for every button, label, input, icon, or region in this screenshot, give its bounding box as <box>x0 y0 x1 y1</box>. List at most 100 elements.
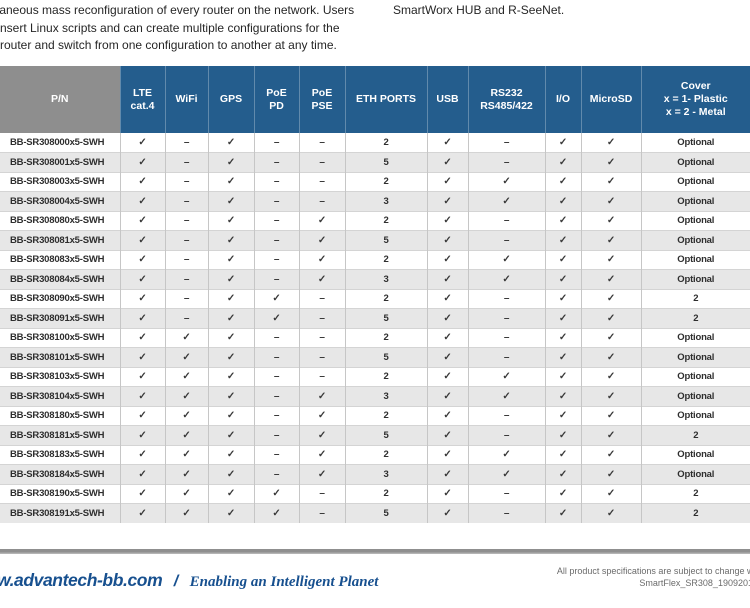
spec-cell-gps: ✓ <box>207 288 254 309</box>
part-number-cell: BB-SR308003x5-SWH <box>0 171 120 192</box>
spec-cell-cover: Optional <box>640 191 750 211</box>
footer-note-line1: All product specifications are subject t… <box>556 566 750 576</box>
spec-cell-cover: Optional <box>640 269 750 289</box>
table-row: BB-SR308184x5-SWH ✓ ✓ ✓ – ✓ 3 ✓ ✓ ✓ ✓ Optional <box>0 464 750 484</box>
spec-cell-gps: ✓ <box>207 249 254 270</box>
spec-cell-microsd: ✓ <box>580 347 641 367</box>
header-cell-poe-pse: PoE PSE <box>298 66 345 133</box>
spec-cell-rs232: – <box>467 327 545 348</box>
spec-table-header: P/N LTE cat.4 WiFi GPS PoE PD PoE PSE ETH PORTS US… <box>0 66 750 133</box>
spec-cell-microsd: ✓ <box>580 444 641 465</box>
spec-cell-microsd: ✓ <box>580 133 641 153</box>
spec-cell-poe-pd: – <box>253 249 299 270</box>
spec-cell-cover: 2 <box>640 483 750 504</box>
spec-cell-lte: ✓ <box>119 405 165 426</box>
spec-cell-poe-pse: – <box>298 503 345 523</box>
spec-cell-lte: ✓ <box>119 249 165 270</box>
spec-cell-wifi: ✓ <box>164 483 208 504</box>
spec-cell-eth: 2 <box>344 288 427 309</box>
spec-cell-rs232: ✓ <box>467 191 545 211</box>
table-row: BB-SR308103x5-SWH ✓ ✓ ✓ – –2 ✓ ✓ ✓ ✓ Optional <box>0 366 750 387</box>
spec-cell-gps: ✓ <box>207 269 254 289</box>
table-row: BB-SR308081x5-SWH ✓ – ✓ – ✓ 5 ✓ – ✓ ✓ Optional <box>0 230 750 250</box>
spec-cell-io: ✓ <box>544 249 581 270</box>
spec-cell-usb: ✓ <box>426 425 468 445</box>
spec-cell-usb: ✓ <box>426 464 468 484</box>
header-cell-eth: ETH PORTS <box>344 66 427 133</box>
spec-cell-poe-pse: ✓ <box>298 210 345 231</box>
spec-cell-poe-pse: ✓ <box>298 425 345 445</box>
spec-cell-poe-pd: ✓ <box>253 483 299 504</box>
header-cell-rs232: RS232 RS485/422 <box>467 66 545 133</box>
website-link[interactable]: w.advantech-bb.com <box>0 570 163 590</box>
spec-cell-eth: 2 <box>344 444 427 465</box>
spec-cell-wifi: ✓ <box>164 366 208 387</box>
intro-line: router and switch from one configuration… <box>0 38 337 52</box>
spec-cell-rs232: ✓ <box>467 464 545 484</box>
spec-cell-poe-pd: – <box>253 171 299 192</box>
table-row: BB-SR308083x5-SWH ✓ – ✓ – ✓ 2 ✓ ✓ ✓ ✓ Optional <box>0 249 750 270</box>
footer-brand: w.advantech-bb.com / Enabling an Intelli… <box>0 570 378 591</box>
part-number-cell: BB-SR308083x5-SWH <box>0 249 120 270</box>
spec-cell-lte: ✓ <box>119 444 165 465</box>
header-cell-io: I/O <box>544 66 581 133</box>
footer-slash: / <box>173 573 179 590</box>
header-cell-pn: P/N <box>0 66 120 133</box>
spec-cell-gps: ✓ <box>207 405 254 426</box>
spec-cell-microsd: ✓ <box>580 230 641 250</box>
spec-cell-io: ✓ <box>544 171 581 192</box>
spec-cell-wifi: ✓ <box>164 464 208 484</box>
spec-cell-cover: Optional <box>640 210 750 231</box>
spec-cell-lte: ✓ <box>119 133 165 153</box>
spec-cell-io: ✓ <box>544 133 581 153</box>
spec-cell-microsd: ✓ <box>580 171 641 192</box>
part-number-cell: BB-SR308100x5-SWH <box>0 327 120 348</box>
spec-cell-poe-pse: ✓ <box>298 386 345 406</box>
spec-cell-lte: ✓ <box>119 230 165 250</box>
spec-cell-poe-pse: – <box>298 347 345 367</box>
spec-cell-poe-pse: – <box>298 288 345 309</box>
spec-cell-usb: ✓ <box>426 191 468 211</box>
spec-cell-lte: ✓ <box>119 288 165 309</box>
spec-cell-wifi: – <box>164 269 208 289</box>
spec-cell-poe-pd: – <box>253 230 299 250</box>
spec-cell-usb: ✓ <box>426 405 468 426</box>
spec-cell-usb: ✓ <box>426 503 468 523</box>
spec-cell-poe-pse: – <box>298 366 345 387</box>
spec-cell-gps: ✓ <box>207 133 254 153</box>
spec-cell-poe-pse: – <box>298 133 345 153</box>
table-row: BB-SR308003x5-SWH ✓ – ✓ – –2 ✓ ✓ ✓ ✓ Optional <box>0 171 750 192</box>
spec-cell-usb: ✓ <box>426 269 468 289</box>
header-cell-usb: USB <box>426 66 468 133</box>
spec-cell-poe-pd: – <box>253 152 299 172</box>
spec-cell-rs232: – <box>467 308 545 328</box>
table-row: BB-SR308100x5-SWH ✓ ✓ ✓ – –2 ✓ – ✓ ✓ Optional <box>0 327 750 348</box>
part-number-cell: BB-SR308001x5-SWH <box>0 152 120 172</box>
spec-cell-microsd: ✓ <box>580 191 641 211</box>
spec-cell-wifi: ✓ <box>164 405 208 426</box>
intro-right-text: SmartWorx HUB and R-SeeNet. <box>393 3 565 17</box>
spec-cell-poe-pd: – <box>253 444 299 465</box>
spec-cell-usb: ✓ <box>426 386 468 406</box>
spec-cell-poe-pd: ✓ <box>253 288 299 309</box>
table-row: BB-SR308101x5-SWH ✓ ✓ ✓ – –5 ✓ – ✓ ✓ Optional <box>0 347 750 367</box>
footer-tagline: Enabling an Intelligent Planet <box>189 574 379 590</box>
spec-cell-wifi: – <box>164 133 208 153</box>
table-row: BB-SR308190x5-SWH ✓ ✓ ✓ ✓ –2 ✓ – ✓ ✓ 2 <box>0 483 750 504</box>
spec-cell-usb: ✓ <box>426 152 468 172</box>
spec-cell-poe-pse: ✓ <box>298 464 345 484</box>
intro-line: taneous mass reconfiguration of every ro… <box>0 3 355 17</box>
spec-cell-usb: ✓ <box>426 483 468 504</box>
spec-cell-eth: 5 <box>344 152 427 172</box>
spec-cell-cover: Optional <box>640 347 750 367</box>
spec-cell-gps: ✓ <box>207 464 254 484</box>
spec-cell-cover: Optional <box>640 327 750 348</box>
spec-cell-cover: Optional <box>640 405 750 426</box>
footer-note: All product specifications are subject t… <box>557 565 750 589</box>
spec-cell-rs232: – <box>467 503 545 523</box>
spec-cell-gps: ✓ <box>207 171 254 192</box>
spec-cell-poe-pse: ✓ <box>298 269 345 289</box>
part-number-cell: BB-SR308004x5-SWH <box>0 191 120 211</box>
spec-cell-wifi: – <box>164 288 208 309</box>
spec-cell-eth: 2 <box>344 133 427 153</box>
